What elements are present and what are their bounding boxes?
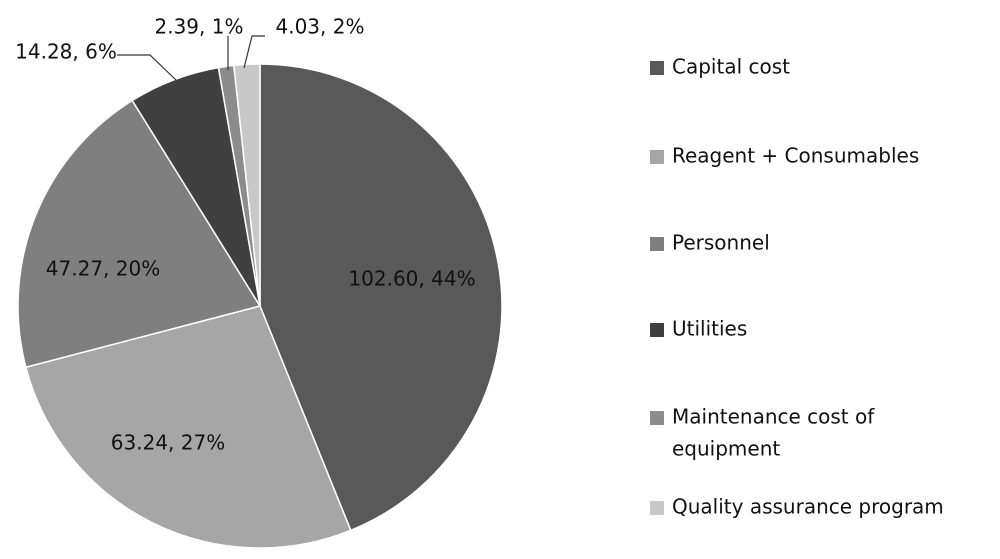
pie-slice-capital-cost [259,63,503,532]
legend-swatch [650,237,664,251]
legend-label: Reagent + Consumables [672,144,919,168]
data-label: 102.60, 44% [348,267,475,291]
data-label: 2.39, 1% [155,15,244,39]
legend-swatch [650,411,664,425]
leader-line [117,54,177,81]
data-labels: 102.60, 44% 63.24, 27% 47.27, 20% 14.28, 6%… [15,15,475,455]
legend: Capital cost Reagent + Consumables Personn… [650,55,944,519]
legend-swatch [650,501,664,515]
pie-slice-personnel [17,99,262,369]
leader-lines [117,35,265,81]
data-label: 14.28, 6% [15,40,117,64]
legend-label: Quality assurance program [672,495,944,519]
data-label: 4.03, 2% [276,15,365,39]
legend-label: Maintenance cost of [672,405,875,429]
legend-label: Personnel [672,231,770,255]
data-label: 47.27, 20% [46,257,160,281]
legend-swatch [650,323,664,337]
leader-line [243,35,265,69]
data-label: 63.24, 27% [111,431,225,455]
pie-slices [17,63,503,549]
legend-label: equipment [672,437,780,461]
legend-swatch [650,150,664,164]
legend-label: Utilities [672,317,747,341]
pie-slice-quality-assurance-program [233,63,261,307]
legend-label: Capital cost [672,55,790,79]
pie-slice-reagent-consumables [24,305,352,549]
legend-swatch [650,61,664,75]
